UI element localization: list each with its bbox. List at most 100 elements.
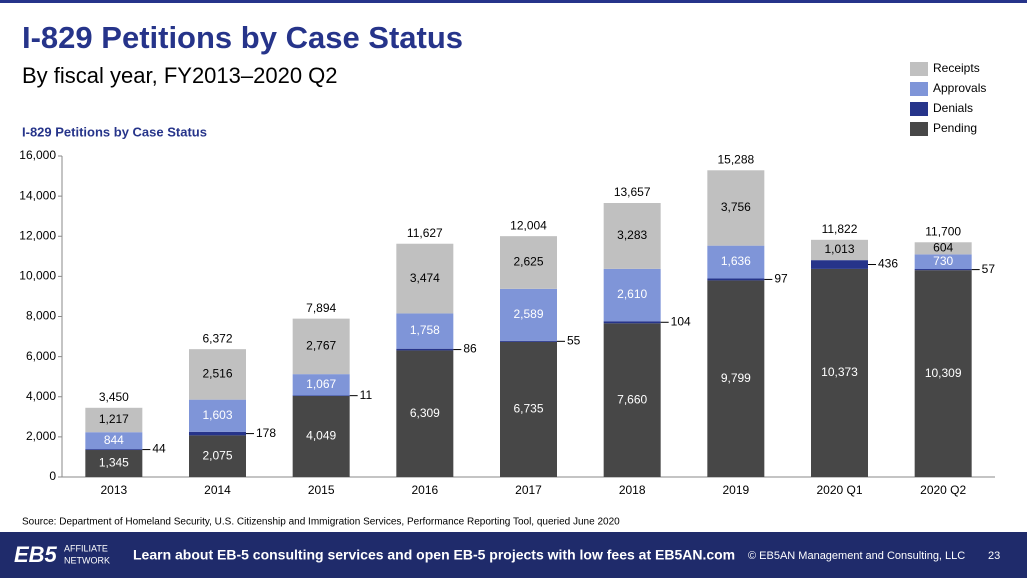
bar-segment <box>914 269 972 271</box>
value-label: 178 <box>256 426 276 440</box>
value-label: 2,589 <box>513 307 543 321</box>
bar-segment <box>500 288 557 341</box>
value-label: 11 <box>360 388 373 402</box>
bar-segment <box>189 435 246 477</box>
bar-segment <box>500 340 557 342</box>
value-label: 3,474 <box>410 271 440 285</box>
total-label: 13,657 <box>614 185 651 199</box>
value-label: 2,516 <box>202 367 232 381</box>
footer-bar <box>0 532 1027 578</box>
bar-segment <box>396 243 454 314</box>
legend-swatch <box>910 122 928 136</box>
value-label: 2,610 <box>617 287 647 301</box>
x-tick-label: 2020 Q1 <box>816 483 862 497</box>
total-label: 6,372 <box>202 331 232 345</box>
value-label: 97 <box>774 272 788 286</box>
bar-segment <box>85 449 143 451</box>
total-label: 7,894 <box>306 301 336 315</box>
bar-segment <box>500 236 557 289</box>
bar-segment <box>914 242 972 255</box>
bar-segment <box>396 313 454 349</box>
footer-text: Learn about EB-5 consulting services and… <box>133 547 735 563</box>
logo-bottom: NETWORK <box>64 555 110 565</box>
bar-segment <box>603 323 661 477</box>
legend-swatch <box>910 62 928 76</box>
x-tick-label: 2020 Q2 <box>920 483 966 497</box>
value-label: 7,660 <box>617 392 647 406</box>
bar-segment <box>189 349 246 400</box>
value-label: 1,013 <box>824 242 854 256</box>
value-label: 1,217 <box>99 412 129 426</box>
bar-segment <box>85 407 143 433</box>
legend-label: Approvals <box>933 81 986 95</box>
total-label: 11,627 <box>407 226 443 240</box>
logo-top: AFFILIATE <box>64 543 108 553</box>
bar-segment <box>292 374 350 396</box>
legend-swatch <box>910 102 928 116</box>
value-label: 730 <box>933 254 953 268</box>
total-label: 12,004 <box>510 218 547 232</box>
x-tick-label: 2016 <box>411 483 438 497</box>
source-note: Source: Department of Homeland Security,… <box>22 517 620 528</box>
y-tick-label: 8,000 <box>26 309 56 323</box>
value-label: 1,636 <box>721 254 751 268</box>
copyright: © EB5AN Management and Consulting, LLC <box>748 550 965 562</box>
bar-segment <box>603 321 661 324</box>
y-tick-label: 12,000 <box>19 228 56 242</box>
value-label: 436 <box>878 257 898 271</box>
value-label: 4,049 <box>306 429 336 443</box>
x-tick-label: 2018 <box>619 483 646 497</box>
legend-label: Receipts <box>933 61 980 75</box>
total-label: 3,450 <box>99 390 129 404</box>
x-tick-label: 2014 <box>204 483 231 497</box>
bar-segment <box>811 268 868 477</box>
value-label: 10,309 <box>925 366 962 380</box>
y-tick-label: 0 <box>49 469 56 483</box>
bar-segment <box>292 395 350 397</box>
value-label: 1,603 <box>202 408 232 422</box>
total-label: 11,822 <box>822 222 858 236</box>
value-label: 1,758 <box>410 323 440 337</box>
value-label: 10,373 <box>821 365 858 379</box>
bar-segment <box>292 318 350 375</box>
value-label: 3,283 <box>617 228 647 242</box>
bar-segment <box>603 268 661 322</box>
slide-title: I-829 Petitions by Case Status <box>22 20 463 55</box>
value-label: 86 <box>463 342 477 356</box>
x-tick-label: 2019 <box>722 483 749 497</box>
y-tick-label: 16,000 <box>19 148 56 162</box>
bar-segment <box>811 260 868 269</box>
value-label: 6,309 <box>410 406 440 420</box>
value-label: 2,075 <box>202 448 232 462</box>
bar-segment <box>396 348 454 351</box>
y-tick-label: 14,000 <box>19 188 56 202</box>
value-label: 844 <box>104 433 124 447</box>
bar-segment <box>603 203 661 269</box>
value-label: 44 <box>152 442 166 456</box>
bar-segment <box>811 239 868 261</box>
bar-segment <box>707 278 765 281</box>
y-tick-label: 2,000 <box>26 429 56 443</box>
bar-segment <box>85 432 143 450</box>
total-label: 11,700 <box>925 224 961 238</box>
y-tick-label: 6,000 <box>26 349 56 363</box>
value-label: 1,345 <box>99 456 129 470</box>
x-tick-label: 2015 <box>308 483 335 497</box>
logo-mark: EB5 <box>14 542 58 567</box>
bar-segment <box>189 399 246 432</box>
bar-segment <box>914 270 972 477</box>
value-label: 57 <box>982 262 996 276</box>
bar-segment <box>707 245 765 279</box>
legend-label: Denials <box>933 101 973 115</box>
bar-segment <box>914 254 972 270</box>
page-number: 23 <box>988 550 1000 562</box>
bar-segment <box>85 450 143 477</box>
value-label: 604 <box>933 240 953 254</box>
bar-segment <box>396 350 454 477</box>
value-label: 1,067 <box>306 377 336 391</box>
value-label: 104 <box>671 314 691 328</box>
total-label: 15,288 <box>717 152 754 166</box>
x-tick-label: 2013 <box>100 483 127 497</box>
slide-subtitle: By fiscal year, FY2013–2020 Q2 <box>22 63 338 88</box>
